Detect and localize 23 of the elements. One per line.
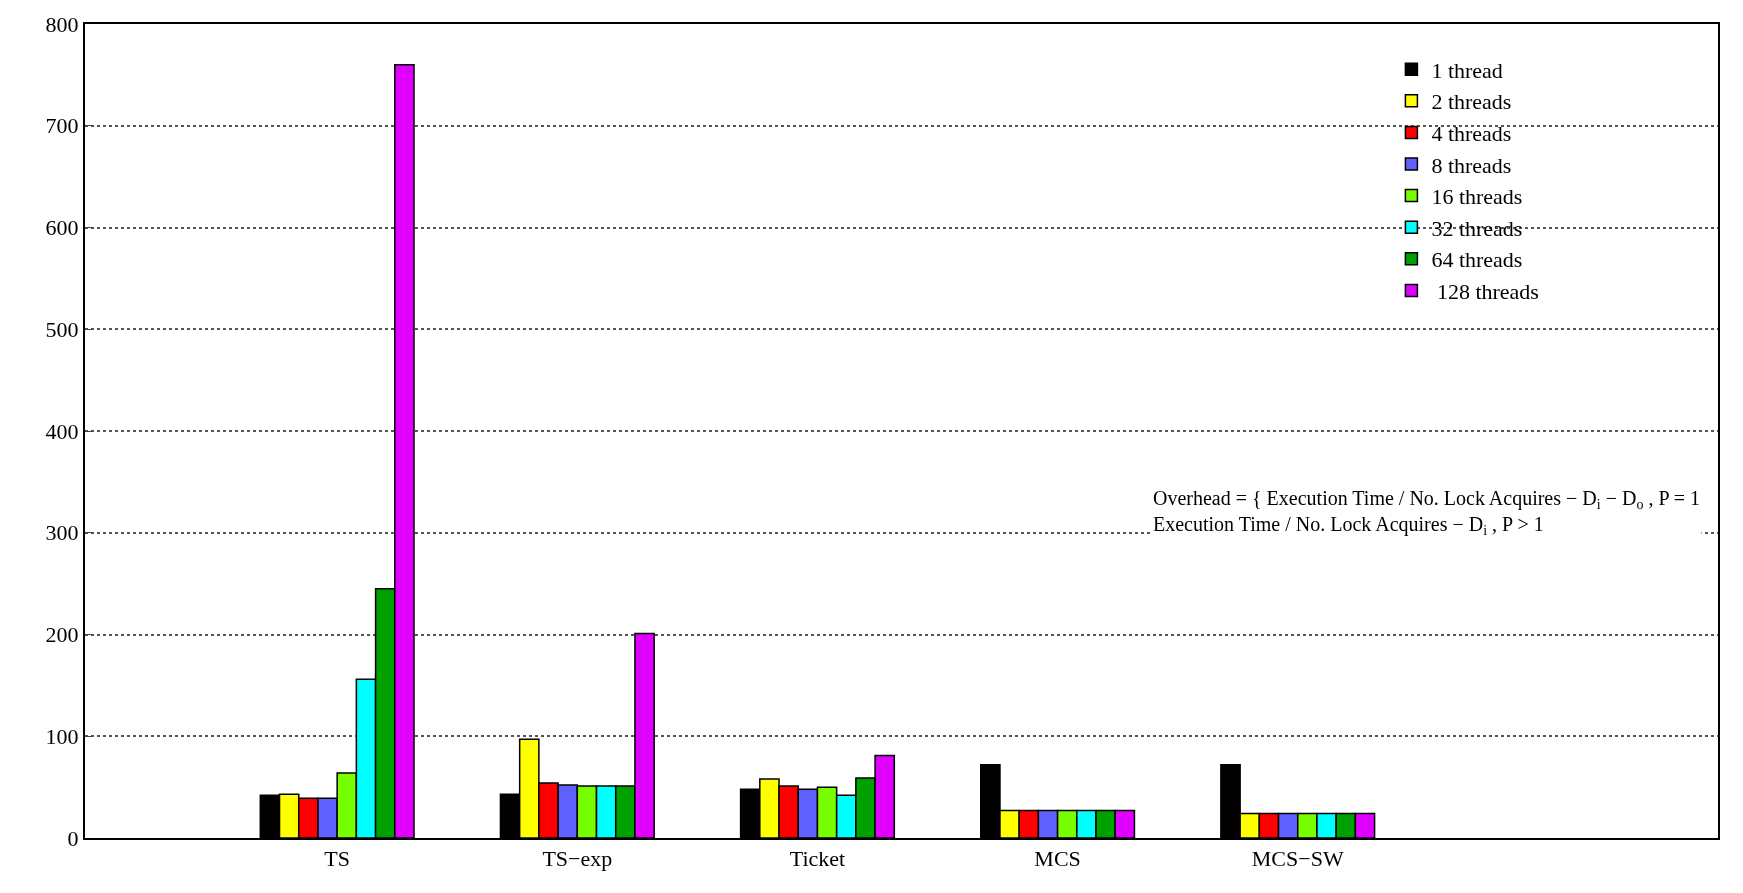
y-tick-label: 0 xyxy=(67,825,79,851)
x-tick-label: TS xyxy=(324,846,350,872)
legend-label: 4 threads xyxy=(1431,121,1512,146)
y-tick-label: 200 xyxy=(45,622,79,648)
y-tick-label: 700 xyxy=(45,113,79,139)
x-tick-label: MCS−SW xyxy=(1251,846,1344,872)
x-tick-label: Ticket xyxy=(789,846,846,872)
y-tick-label: 300 xyxy=(45,520,79,546)
y-tick-label: 400 xyxy=(45,418,79,444)
x-tick-label: TS−exp xyxy=(542,846,613,872)
y-tick-label: 100 xyxy=(45,723,79,749)
x-tick-label: MCS xyxy=(1034,846,1081,872)
legend-label: 1 thread xyxy=(1431,57,1503,83)
text: Overhead = { Execution Time / No. Lock Acquires − D$_{i}$ − D$_{o}$ , P = 1 Execution Time / No. Lock Acquires − D$_{i}$ , P > 1 xyxy=(1153,487,1701,539)
legend-label: 8 threads xyxy=(1431,152,1512,178)
y-tick-label: 500 xyxy=(45,316,79,342)
legend-label: 16 threads xyxy=(1431,184,1523,210)
legend-label: 2 threads xyxy=(1431,89,1512,115)
legend-label: 128 threads xyxy=(1431,279,1539,304)
y-tick-label: 600 xyxy=(45,215,79,241)
legend-label: 64 threads xyxy=(1431,247,1523,273)
y-tick-label: 800 xyxy=(45,11,79,37)
legend-label: 32 threads xyxy=(1431,215,1523,241)
